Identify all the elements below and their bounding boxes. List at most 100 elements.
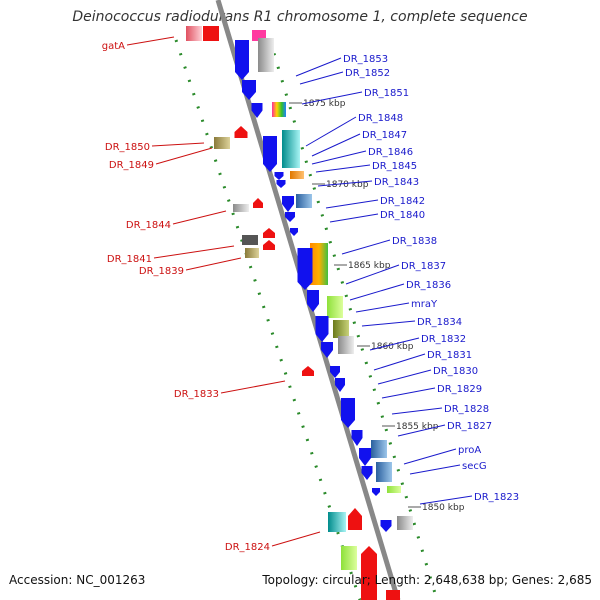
forward-gene-arrow[interactable] <box>290 228 298 236</box>
reverse-gene-label[interactable]: DR_1833 <box>174 389 219 400</box>
reverse-gene-label[interactable]: DR_1850 <box>105 142 150 153</box>
forward-gene-arrow[interactable] <box>251 103 263 118</box>
forward-gene-label[interactable]: DR_1840 <box>380 210 425 221</box>
reverse-gene-arrow[interactable] <box>361 546 377 600</box>
forward-gene-arrow[interactable] <box>274 172 284 180</box>
forward-gene-arrow[interactable] <box>380 520 392 532</box>
forward-gene-label[interactable]: DR_1832 <box>421 334 466 345</box>
forward-gene-arrow[interactable] <box>307 290 319 312</box>
feature-block[interactable] <box>327 296 343 318</box>
reverse-gene-callout <box>153 245 235 259</box>
reverse-gene-label[interactable]: DR_1841 <box>107 254 152 265</box>
forward-gene-label[interactable]: DR_1846 <box>368 147 413 158</box>
forward-gene-label[interactable]: DR_1831 <box>427 350 472 361</box>
forward-gene-label[interactable]: DR_1828 <box>444 404 489 415</box>
reverse-gene-label[interactable]: gatA <box>102 41 125 52</box>
reverse-gene-arrow[interactable] <box>302 366 314 376</box>
forward-gene-arrow[interactable] <box>263 136 277 172</box>
forward-gene-label[interactable]: DR_1823 <box>474 492 519 503</box>
forward-gene-arrow[interactable] <box>315 316 329 342</box>
forward-gene-label[interactable]: DR_1836 <box>406 280 451 291</box>
forward-gene-callout <box>305 116 357 147</box>
feature-block[interactable] <box>376 462 392 482</box>
forward-gene-arrow[interactable] <box>235 40 249 80</box>
forward-gene-callout <box>377 369 432 385</box>
forward-gene-label[interactable]: DR_1834 <box>417 317 462 328</box>
reverse-gene-arrow[interactable] <box>234 126 248 138</box>
scale-tick: 1860 kbp <box>357 342 414 352</box>
forward-gene-label[interactable]: proA <box>458 445 481 456</box>
forward-gene-arrow[interactable] <box>321 342 333 358</box>
reverse-gene-arrow[interactable] <box>263 228 275 238</box>
forward-gene-label[interactable]: DR_1843 <box>374 177 419 188</box>
forward-gene-arrow[interactable] <box>297 248 313 290</box>
forward-gene-label[interactable]: DR_1853 <box>343 54 388 65</box>
forward-gene-arrow[interactable] <box>330 366 340 378</box>
feature-block[interactable] <box>272 102 286 117</box>
feature-block[interactable] <box>245 248 259 258</box>
feature-block[interactable] <box>371 440 387 458</box>
feature-block[interactable] <box>341 546 357 570</box>
forward-gene-label[interactable]: DR_1847 <box>362 130 407 141</box>
feature-block[interactable] <box>397 516 413 530</box>
feature-block[interactable] <box>386 590 400 600</box>
scale-tick: 1855 kbp <box>382 422 439 432</box>
feature-block[interactable] <box>242 235 258 245</box>
feature-block[interactable] <box>203 26 219 41</box>
forward-gene-label[interactable]: DR_1827 <box>447 421 492 432</box>
forward-gene-callout <box>349 283 405 301</box>
reverse-gene-label[interactable]: DR_1839 <box>139 266 184 277</box>
forward-gene-label[interactable]: DR_1852 <box>345 68 390 79</box>
forward-gene-label[interactable]: DR_1842 <box>380 196 425 207</box>
gene-arrows <box>234 40 392 600</box>
scale-label: 1855 kbp <box>396 422 439 432</box>
forward-gene-arrow[interactable] <box>341 398 355 428</box>
feature-block[interactable] <box>282 130 300 168</box>
reverse-gene-label[interactable]: DR_1824 <box>225 542 270 553</box>
forward-gene-callout <box>341 239 391 255</box>
feature-block[interactable] <box>186 26 202 41</box>
forward-gene-callout <box>345 264 400 285</box>
forward-gene-arrow[interactable] <box>361 466 373 480</box>
feature-block[interactable] <box>214 137 230 149</box>
forward-gene-callout <box>373 353 426 371</box>
scale-label: 1875 kbp <box>303 99 346 109</box>
forward-gene-label[interactable]: DR_1829 <box>437 384 482 395</box>
reverse-gene-arrow[interactable] <box>348 508 362 530</box>
feature-block[interactable] <box>296 194 312 208</box>
forward-gene-callout <box>299 71 344 85</box>
forward-gene-arrow[interactable] <box>372 488 380 496</box>
forward-gene-label[interactable]: DR_1830 <box>433 366 478 377</box>
feature-block[interactable] <box>333 320 349 338</box>
feature-block[interactable] <box>338 336 354 354</box>
forward-gene-label[interactable]: DR_1845 <box>372 161 417 172</box>
forward-gene-label[interactable]: DR_1851 <box>364 88 409 99</box>
feature-block[interactable] <box>252 30 266 41</box>
feature-block[interactable] <box>328 512 346 532</box>
forward-gene-label[interactable]: DR_1838 <box>392 236 437 247</box>
reverse-gene-arrow[interactable] <box>253 198 263 208</box>
forward-gene-arrow[interactable] <box>351 430 363 446</box>
reverse-gene-arrow[interactable] <box>263 240 275 250</box>
forward-gene-arrow[interactable] <box>282 196 294 212</box>
forward-gene-arrow[interactable] <box>285 212 295 222</box>
forward-gene-label[interactable]: mraY <box>411 299 438 310</box>
feature-block[interactable] <box>290 171 304 179</box>
forward-gene-callout <box>329 213 379 223</box>
forward-gene-label[interactable]: DR_1848 <box>358 113 403 124</box>
reverse-gene-callout <box>220 380 286 394</box>
forward-gene-label[interactable]: DR_1837 <box>401 261 446 272</box>
feature-block[interactable] <box>233 204 249 212</box>
scale-label: 1850 kbp <box>422 503 465 513</box>
forward-gene-arrow[interactable] <box>335 378 345 392</box>
reverse-gene-label[interactable]: DR_1849 <box>109 160 154 171</box>
forward-gene-label[interactable]: secG <box>462 461 487 472</box>
forward-gene-arrow[interactable] <box>276 180 286 188</box>
forward-gene-arrow[interactable] <box>242 80 256 100</box>
feature-block[interactable] <box>310 243 328 285</box>
reverse-gene-label[interactable]: DR_1844 <box>126 220 171 231</box>
feature-block[interactable] <box>258 38 274 72</box>
feature-block[interactable] <box>387 486 401 493</box>
forward-gene-arrow[interactable] <box>359 448 371 466</box>
